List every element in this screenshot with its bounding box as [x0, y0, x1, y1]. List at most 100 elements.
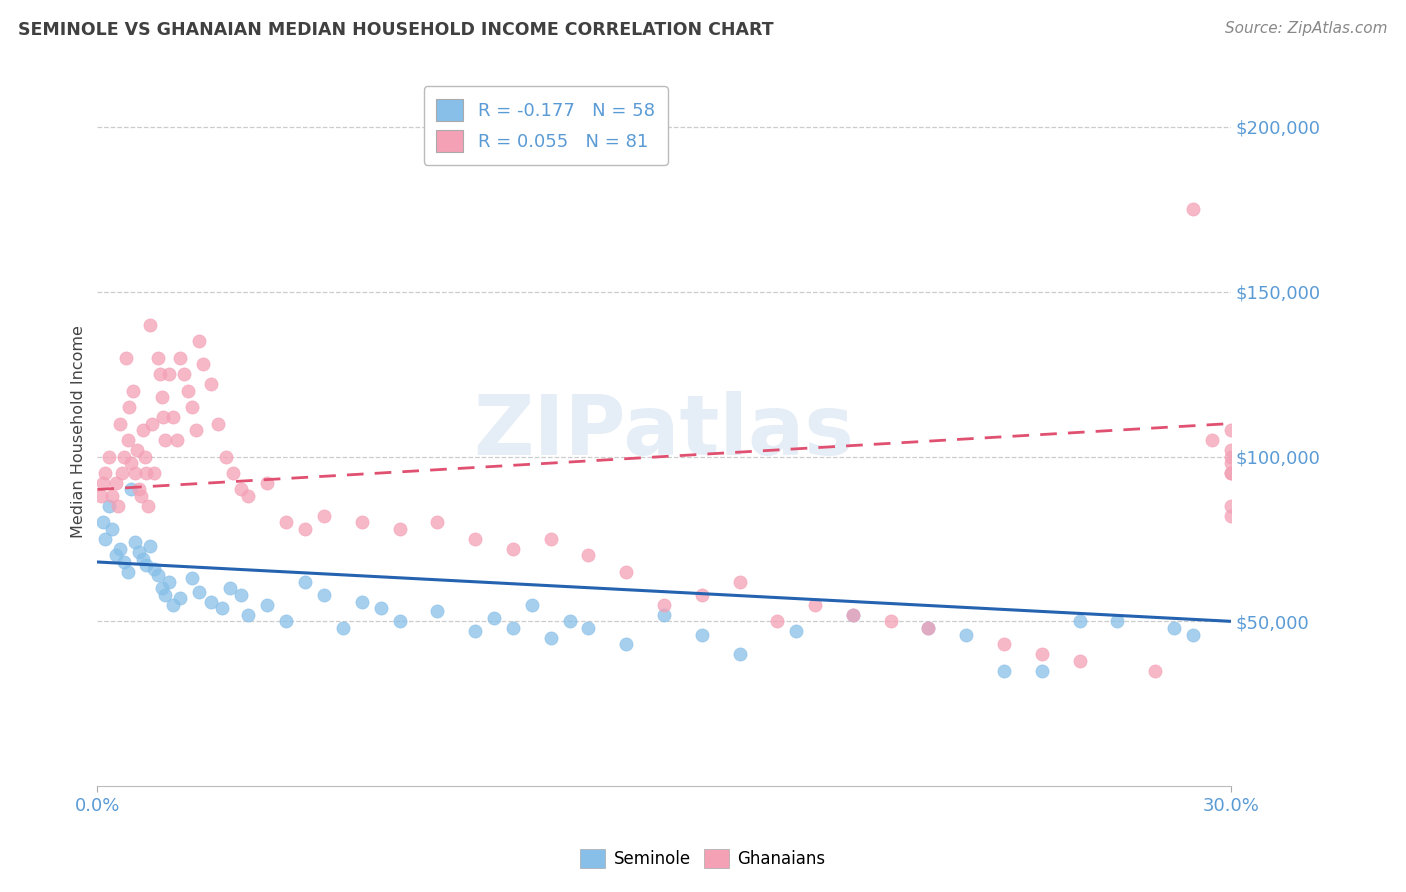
- Point: [125, 442, 148, 457]
- Point: [131, 423, 153, 437]
- Point: [141, 417, 163, 431]
- Point: [540, 532, 562, 546]
- Point: [120, 483, 142, 497]
- Point: [1031, 648, 1053, 662]
- Point: [229, 483, 252, 497]
- Point: [1181, 627, 1204, 641]
- Point: [152, 409, 174, 424]
- Point: [652, 598, 675, 612]
- Point: [1163, 621, 1185, 635]
- Point: [955, 627, 977, 641]
- Point: [105, 549, 128, 563]
- Point: [276, 615, 298, 629]
- Point: [690, 588, 713, 602]
- Point: [94, 466, 117, 480]
- Point: [118, 400, 141, 414]
- Point: [155, 588, 177, 602]
- Point: [350, 594, 373, 608]
- Point: [1219, 499, 1241, 513]
- Point: [122, 384, 145, 398]
- Point: [1031, 664, 1053, 678]
- Text: ZIPatlas: ZIPatlas: [474, 392, 855, 472]
- Point: [215, 450, 238, 464]
- Point: [218, 582, 240, 596]
- Point: [540, 631, 562, 645]
- Point: [146, 351, 169, 365]
- Point: [200, 376, 222, 391]
- Point: [1219, 423, 1241, 437]
- Point: [184, 423, 207, 437]
- Point: [155, 433, 177, 447]
- Point: [169, 591, 191, 606]
- Point: [276, 516, 298, 530]
- Point: [162, 598, 184, 612]
- Point: [180, 400, 202, 414]
- Point: [143, 466, 166, 480]
- Point: [112, 450, 135, 464]
- Point: [162, 409, 184, 424]
- Point: [1107, 615, 1129, 629]
- Point: [177, 384, 200, 398]
- Text: Source: ZipAtlas.com: Source: ZipAtlas.com: [1225, 21, 1388, 37]
- Legend: R = -0.177   N = 58, R = 0.055   N = 81: R = -0.177 N = 58, R = 0.055 N = 81: [423, 87, 668, 165]
- Point: [502, 621, 524, 635]
- Point: [143, 561, 166, 575]
- Point: [1144, 664, 1167, 678]
- Point: [520, 598, 543, 612]
- Point: [157, 574, 180, 589]
- Point: [128, 483, 150, 497]
- Point: [332, 621, 354, 635]
- Point: [464, 532, 486, 546]
- Point: [108, 417, 131, 431]
- Point: [388, 522, 411, 536]
- Point: [111, 466, 134, 480]
- Point: [482, 611, 505, 625]
- Text: SEMINOLE VS GHANAIAN MEDIAN HOUSEHOLD INCOME CORRELATION CHART: SEMINOLE VS GHANAIAN MEDIAN HOUSEHOLD IN…: [18, 21, 773, 39]
- Point: [105, 475, 128, 490]
- Point: [1219, 466, 1241, 480]
- Point: [150, 582, 173, 596]
- Point: [117, 433, 139, 447]
- Point: [728, 648, 751, 662]
- Point: [149, 367, 172, 381]
- Point: [131, 551, 153, 566]
- Point: [124, 466, 146, 480]
- Point: [117, 565, 139, 579]
- Point: [294, 522, 316, 536]
- Point: [188, 334, 211, 348]
- Y-axis label: Median Household Income: Median Household Income: [72, 326, 86, 538]
- Point: [134, 450, 156, 464]
- Point: [464, 624, 486, 639]
- Point: [120, 456, 142, 470]
- Point: [880, 615, 903, 629]
- Point: [294, 574, 316, 589]
- Point: [211, 601, 233, 615]
- Point: [90, 489, 112, 503]
- Point: [173, 367, 195, 381]
- Point: [578, 621, 600, 635]
- Point: [108, 541, 131, 556]
- Point: [135, 558, 157, 573]
- Point: [114, 351, 136, 365]
- Point: [690, 627, 713, 641]
- Point: [1219, 442, 1241, 457]
- Point: [917, 621, 939, 635]
- Legend: Seminole, Ghanaians: Seminole, Ghanaians: [574, 843, 832, 875]
- Point: [1219, 466, 1241, 480]
- Point: [842, 607, 865, 622]
- Point: [207, 417, 229, 431]
- Point: [728, 574, 751, 589]
- Point: [256, 598, 278, 612]
- Point: [785, 624, 807, 639]
- Point: [426, 604, 449, 618]
- Point: [388, 615, 411, 629]
- Point: [124, 535, 146, 549]
- Point: [1219, 450, 1241, 464]
- Point: [229, 588, 252, 602]
- Point: [101, 522, 124, 536]
- Point: [993, 664, 1015, 678]
- Point: [1201, 433, 1223, 447]
- Point: [558, 615, 581, 629]
- Point: [842, 607, 865, 622]
- Point: [91, 516, 114, 530]
